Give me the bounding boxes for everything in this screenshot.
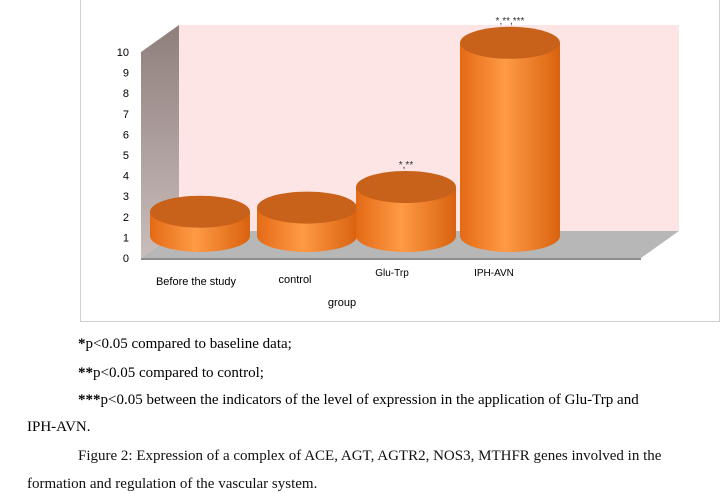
note-4: IPH-AVN. xyxy=(27,419,91,435)
bar-top xyxy=(257,191,357,224)
y-tick-label: 1 xyxy=(123,232,129,244)
y-tick-label: 0 xyxy=(123,253,129,265)
x-axis-label: group xyxy=(328,297,356,309)
bar-1 xyxy=(150,195,250,252)
x-tick-label: Before the study xyxy=(156,276,237,288)
chart-svg: 0 1 2 3 4 5 6 7 8 9 10 *,** *,**,*** Before the stu… xyxy=(117,16,679,309)
x-tick-label: IPH-AVN xyxy=(474,268,514,279)
y-tick-label: 10 xyxy=(117,47,129,59)
figure-caption-line-2: formation and regulation of the vascular… xyxy=(27,476,318,492)
note-2: **p<0.05 compared to control; xyxy=(78,365,264,381)
y-tick-label: 7 xyxy=(123,109,129,121)
y-tick-label: 9 xyxy=(123,68,129,80)
bar-body xyxy=(356,187,456,252)
floor-edge xyxy=(141,258,641,260)
x-tick-label: Glu-Trp xyxy=(375,268,409,279)
y-tick-label: 4 xyxy=(123,171,129,183)
y-tick-label: 5 xyxy=(123,150,129,162)
bar-2 xyxy=(257,191,357,252)
bar-top xyxy=(460,26,560,59)
bar-body xyxy=(460,42,560,252)
y-tick-label: 3 xyxy=(123,191,129,203)
significance-label: *,** xyxy=(399,160,414,171)
y-tick-label: 2 xyxy=(123,212,129,224)
bar-top xyxy=(356,171,456,203)
chart-frame: 0 1 2 3 4 5 6 7 8 9 10 *,** *,**,*** Before the stu… xyxy=(80,0,720,322)
figure-caption-line-1: Figure 2: Expression of a complex of ACE… xyxy=(78,448,662,464)
y-tick-label: 6 xyxy=(123,129,129,141)
bar-top xyxy=(150,195,250,228)
bar-4: *,**,*** xyxy=(460,16,560,252)
note-1: *p<0.05 compared to baseline data; xyxy=(78,336,292,352)
bar-3: *,** xyxy=(356,160,456,252)
significance-label: *,**,*** xyxy=(496,16,525,27)
y-tick-label: 8 xyxy=(123,88,129,100)
x-tick-label: control xyxy=(278,274,311,286)
note-3: ***p<0.05 between the indicators of the … xyxy=(78,392,639,408)
